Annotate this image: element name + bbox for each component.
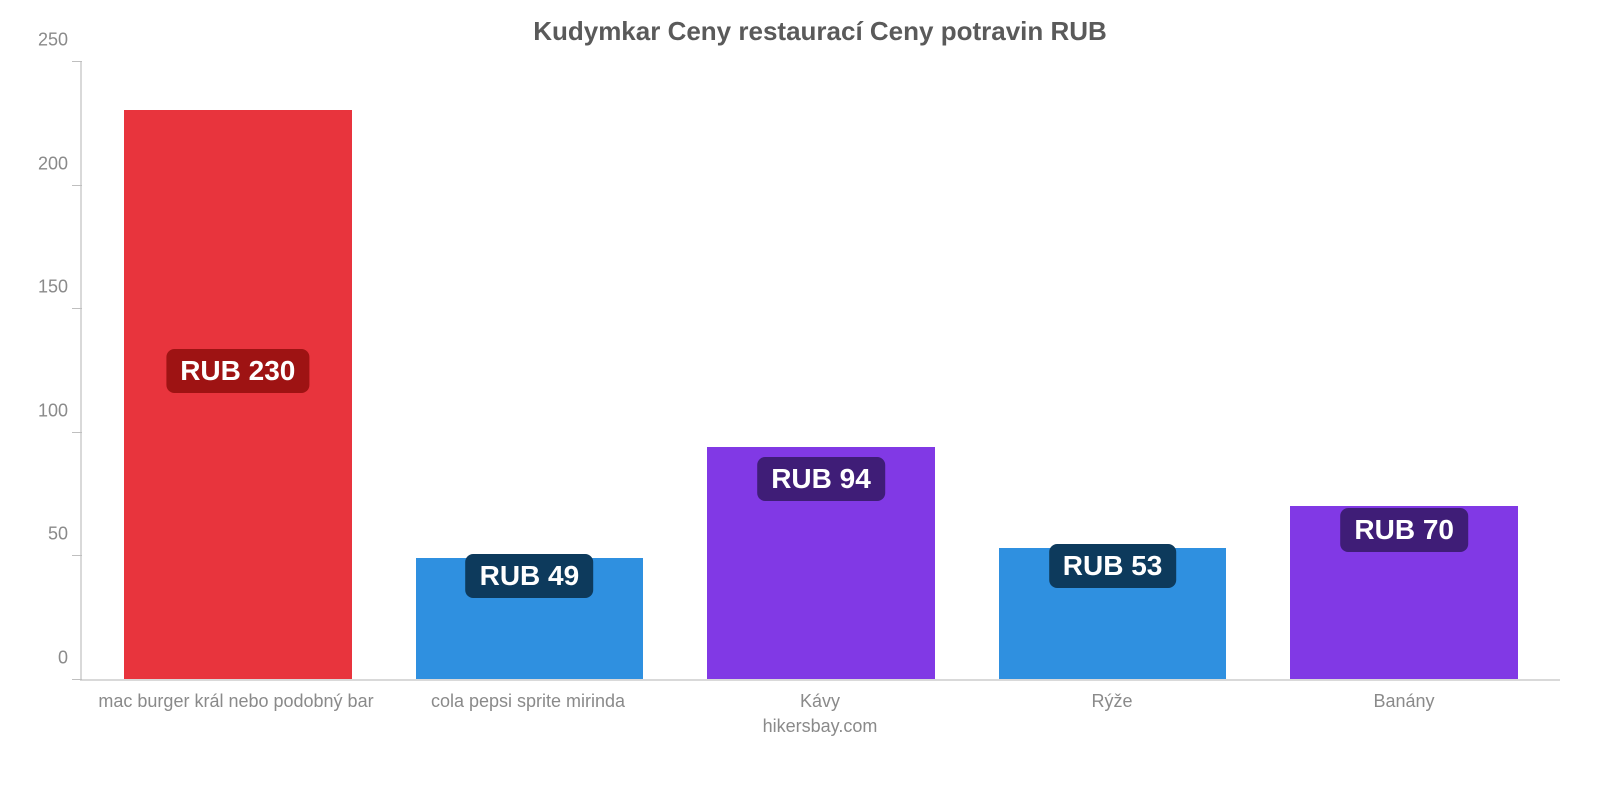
y-tick-label: 250 [38,30,82,51]
bar-slot: RUB 70 [1258,61,1550,679]
bar: RUB 49 [416,558,643,679]
value-label: RUB 94 [757,457,885,501]
bar-slot: RUB 49 [384,61,676,679]
bars-group: RUB 230 RUB 49 RUB 94 RUB 53 RUB 70 [82,61,1560,679]
x-label: mac burger král nebo podobný bar [90,691,382,712]
plot-area: RUB 230RUB 49RUB 94RUB 53RUB 70 05010015… [80,61,1560,681]
chart-footer: hikersbay.com [80,716,1560,737]
y-tick [72,432,82,433]
bar-slot: RUB 230 [92,61,384,679]
bar: RUB 94 [707,447,934,679]
y-tick-label: 200 [38,153,82,174]
y-tick-label: 0 [58,648,82,669]
y-tick [72,61,82,62]
value-label: RUB 230 [166,349,309,393]
x-label: cola pepsi sprite mirinda [382,691,674,712]
bar: RUB 70 [1290,506,1517,679]
chart-title: Kudymkar Ceny restaurací Ceny potravin R… [80,16,1560,47]
chart-container: Kudymkar Ceny restaurací Ceny potravin R… [0,0,1600,800]
y-tick [72,308,82,309]
x-axis: mac burger král nebo podobný barcola pep… [80,681,1560,712]
x-label: Kávy [674,691,966,712]
value-label: RUB 53 [1049,544,1177,588]
x-label: Banány [1258,691,1550,712]
y-tick-label: 150 [38,277,82,298]
bar: RUB 53 [999,548,1226,679]
y-tick [72,679,82,680]
bar-slot: RUB 94 [675,61,967,679]
bar-slot: RUB 53 [967,61,1259,679]
value-label: RUB 70 [1340,508,1468,552]
y-tick-label: 100 [38,400,82,421]
y-tick [72,185,82,186]
value-label: RUB 49 [466,554,594,598]
bar: RUB 230 [124,110,351,679]
y-tick [72,555,82,556]
x-label: Rýže [966,691,1258,712]
y-tick-label: 50 [48,524,82,545]
